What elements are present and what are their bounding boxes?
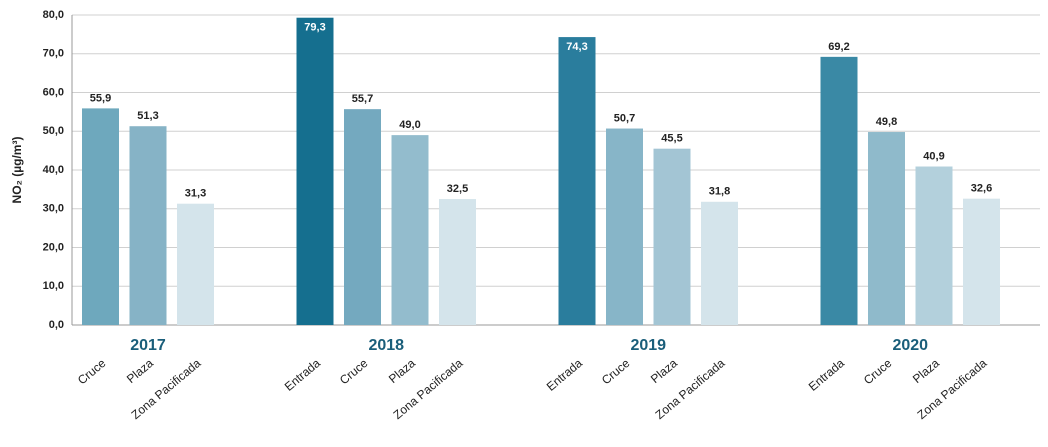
value-label: 79,3 bbox=[304, 22, 325, 34]
bar bbox=[129, 126, 167, 326]
value-label: 49,8 bbox=[876, 116, 897, 128]
value-label: 45,5 bbox=[661, 133, 682, 145]
bar bbox=[868, 132, 905, 325]
group-label: 2020 bbox=[892, 337, 928, 354]
value-label: 31,8 bbox=[709, 186, 730, 198]
bar bbox=[344, 109, 381, 325]
value-label: 55,9 bbox=[90, 92, 111, 104]
bar bbox=[177, 203, 214, 325]
bar bbox=[606, 128, 643, 325]
group-label: 2018 bbox=[368, 337, 404, 354]
y-tick-label: 40,0 bbox=[43, 164, 64, 176]
x-tick-label: Plaza bbox=[910, 356, 942, 386]
value-label: 69,2 bbox=[828, 41, 849, 53]
x-tick-label: Plaza bbox=[386, 356, 418, 386]
bar bbox=[558, 37, 596, 326]
value-label: 55,7 bbox=[352, 93, 373, 105]
bar bbox=[296, 17, 334, 326]
group-label: 2017 bbox=[130, 337, 166, 354]
bar bbox=[915, 166, 953, 325]
value-label: 49,0 bbox=[399, 119, 420, 131]
bar bbox=[82, 108, 119, 325]
y-axis-label: NO₂ (µg/m³) bbox=[10, 137, 24, 204]
x-tick-label: Cruce bbox=[861, 356, 895, 388]
x-tick-label: Cruce bbox=[75, 356, 109, 388]
value-label: 40,9 bbox=[923, 150, 944, 162]
value-label: 74,3 bbox=[566, 41, 587, 53]
y-tick-label: 30,0 bbox=[43, 203, 64, 215]
y-tick-label: 50,0 bbox=[43, 125, 64, 137]
y-tick-label: 70,0 bbox=[43, 48, 64, 60]
value-label: 31,3 bbox=[185, 188, 206, 200]
value-label: 32,6 bbox=[971, 183, 992, 195]
x-tick-label: Plaza bbox=[124, 356, 156, 386]
value-label: 32,5 bbox=[447, 183, 468, 195]
y-tick-label: 10,0 bbox=[43, 280, 64, 292]
value-label: 50,7 bbox=[614, 112, 635, 124]
x-tick-label: Entrada bbox=[806, 356, 847, 394]
x-tick-label: Plaza bbox=[648, 356, 680, 386]
bar bbox=[653, 148, 691, 325]
y-tick-label: 0,0 bbox=[49, 319, 64, 331]
y-tick-label: 20,0 bbox=[43, 241, 64, 253]
x-tick-label: Cruce bbox=[337, 356, 371, 388]
y-tick-label: 80,0 bbox=[43, 9, 64, 21]
bar bbox=[963, 198, 1000, 325]
x-tick-label: Entrada bbox=[544, 356, 585, 394]
bar bbox=[391, 135, 429, 325]
x-tick-label: Cruce bbox=[599, 356, 633, 388]
group-label: 2019 bbox=[630, 337, 666, 354]
bar bbox=[701, 201, 738, 325]
x-tick-label: Entrada bbox=[282, 356, 323, 394]
bar bbox=[439, 199, 476, 325]
bar bbox=[820, 56, 858, 325]
value-label: 51,3 bbox=[137, 110, 158, 122]
y-tick-label: 60,0 bbox=[43, 86, 64, 98]
